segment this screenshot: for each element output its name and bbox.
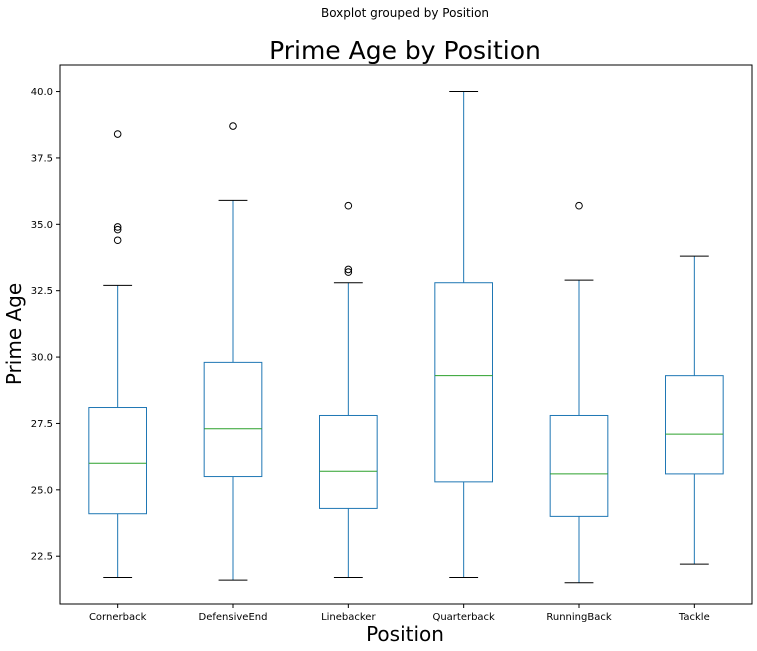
box-iqr bbox=[203, 361, 263, 478]
outlier-point bbox=[575, 201, 583, 210]
outlier-point bbox=[344, 268, 353, 276]
boxes-layer bbox=[88, 91, 724, 584]
box-group bbox=[88, 130, 148, 578]
x-axis-label: Position bbox=[366, 622, 444, 646]
x-axis: Cornerback DefensiveEnd Linebacker Quarterb… bbox=[89, 604, 710, 623]
box-iqr bbox=[549, 414, 609, 517]
y-tick-label: 27.5 bbox=[31, 419, 53, 430]
outlier-point bbox=[113, 130, 122, 138]
x-tick-label: RunningBack bbox=[546, 612, 611, 623]
box-group bbox=[203, 122, 263, 581]
box-iqr bbox=[434, 282, 494, 483]
y-tick-label: 32.5 bbox=[31, 286, 53, 297]
y-tick-label: 37.5 bbox=[31, 153, 53, 164]
y-tick-label: 40.0 bbox=[31, 87, 53, 98]
outlier-point bbox=[229, 122, 237, 130]
chart-title: Prime Age by Position bbox=[269, 36, 541, 65]
x-tick-label: Cornerback bbox=[89, 612, 147, 623]
outlier-point bbox=[344, 265, 353, 274]
box-iqr bbox=[665, 375, 724, 475]
outlier-point bbox=[113, 236, 122, 245]
box-iqr bbox=[88, 407, 148, 515]
y-axis-label: Prime Age bbox=[2, 283, 26, 385]
plot-area-frame bbox=[59, 64, 753, 605]
y-tick-label: 25.0 bbox=[31, 485, 53, 496]
outlier-point bbox=[344, 201, 353, 210]
y-tick-label: 30.0 bbox=[31, 353, 53, 364]
box-group bbox=[319, 201, 378, 578]
x-tick-label: Tackle bbox=[678, 612, 710, 623]
chart-suptitle: Boxplot grouped by Position bbox=[321, 6, 489, 20]
x-tick-label: Linebacker bbox=[321, 612, 376, 623]
outlier-point bbox=[113, 223, 122, 231]
y-tick-label: 22.5 bbox=[31, 552, 53, 563]
outlier-point bbox=[113, 225, 122, 234]
box-group bbox=[549, 201, 609, 584]
box-iqr bbox=[319, 414, 378, 509]
box-group bbox=[665, 255, 724, 565]
x-tick-label: DefensiveEnd bbox=[199, 612, 268, 623]
y-tick-label: 35.0 bbox=[31, 220, 53, 231]
x-tick-label: Quarterback bbox=[432, 612, 495, 623]
box-group bbox=[434, 91, 494, 578]
y-axis: 22.5 25.0 27.5 30.0 32.5 35.0 37.5 40.0 bbox=[31, 87, 60, 563]
